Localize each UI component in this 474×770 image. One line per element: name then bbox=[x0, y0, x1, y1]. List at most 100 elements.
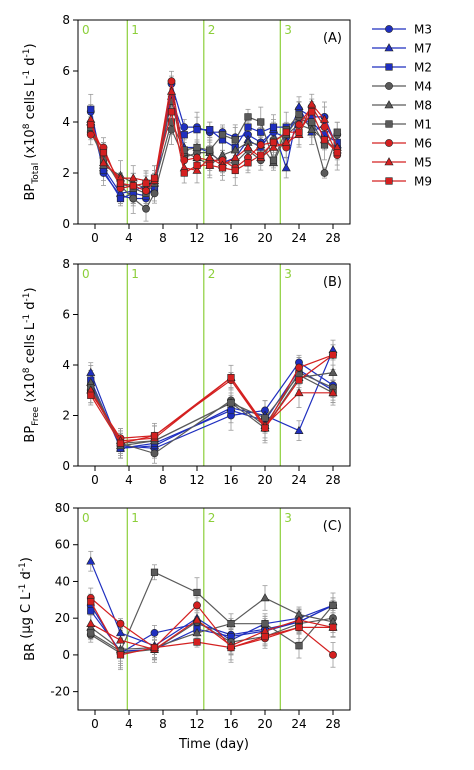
y-axis-title-part: d bbox=[19, 571, 34, 583]
y-axis-title-part: (µg C L bbox=[19, 592, 34, 643]
legend-label: M3 bbox=[414, 23, 432, 37]
y-tick-label: 8 bbox=[62, 13, 70, 27]
data-point-M4 bbox=[129, 194, 138, 203]
legend-label: M8 bbox=[414, 99, 432, 113]
y-axis-title-part: Free bbox=[31, 406, 41, 426]
series-M6 bbox=[86, 77, 342, 195]
y-tick-label: 0 bbox=[62, 459, 70, 473]
data-point-M1 bbox=[87, 629, 95, 637]
data-point-M6 bbox=[86, 130, 95, 139]
data-point-M6 bbox=[329, 651, 337, 659]
data-point-M9 bbox=[295, 128, 303, 136]
data-point-M5 bbox=[294, 615, 304, 624]
x-tick-label: 16 bbox=[223, 231, 238, 245]
data-point-M5 bbox=[268, 142, 279, 151]
y-axis-title-part: 8 bbox=[22, 123, 32, 129]
y-axis-title-part: (x10 bbox=[23, 373, 38, 406]
data-point-M9 bbox=[150, 643, 159, 652]
data-point-M1 bbox=[261, 620, 269, 628]
y-axis-title-part: (x10 bbox=[23, 129, 38, 162]
error-bars bbox=[88, 70, 340, 222]
phase-label: 3 bbox=[284, 23, 292, 37]
data-point-M2 bbox=[180, 131, 188, 139]
series-M9 bbox=[87, 108, 341, 190]
data-point-M9 bbox=[129, 182, 137, 190]
legend-entry-M1: M1 bbox=[372, 118, 432, 132]
data-point-M5 bbox=[166, 86, 177, 95]
data-point-M9 bbox=[116, 179, 125, 187]
data-point-M1 bbox=[193, 143, 201, 152]
data-point-M7 bbox=[86, 367, 96, 376]
legend-marker bbox=[385, 25, 393, 33]
phase-label: 2 bbox=[208, 511, 216, 525]
data-point-M1 bbox=[227, 620, 235, 628]
data-point-M9 bbox=[206, 161, 214, 169]
data-point-M9 bbox=[329, 351, 337, 359]
data-point-M2 bbox=[227, 406, 235, 415]
data-point-M9 bbox=[329, 623, 337, 631]
y-tick-label: -20 bbox=[50, 685, 70, 699]
data-point-M2 bbox=[269, 123, 278, 131]
data-point-M1 bbox=[261, 414, 269, 422]
legend-label: M6 bbox=[414, 137, 432, 151]
y-tick-label: 8 bbox=[62, 257, 70, 271]
legend: M3 M7 M2 M4 M8 M1 M6 M5 M9 bbox=[372, 23, 432, 189]
data-point-M4 bbox=[142, 204, 150, 213]
data-point-M2 bbox=[87, 105, 95, 113]
x-tick-label: 12 bbox=[189, 473, 204, 487]
data-point-M5 bbox=[307, 99, 317, 108]
data-point-M9 bbox=[116, 651, 125, 659]
data-point-M9 bbox=[167, 108, 176, 116]
y-tick-label: 40 bbox=[55, 574, 70, 588]
y-axis-title-part: d bbox=[23, 58, 38, 70]
legend-entry-M4: M4 bbox=[372, 80, 432, 94]
y-tick-label: 80 bbox=[55, 501, 70, 515]
y-axis-title: BR (µg C L-1 d-1) bbox=[18, 557, 38, 661]
y-tick-label: 4 bbox=[62, 115, 70, 129]
phase-label: 3 bbox=[284, 511, 292, 525]
phase-label: 0 bbox=[82, 267, 90, 281]
data-point-M9 bbox=[99, 149, 108, 157]
y-tick-label: 6 bbox=[62, 308, 70, 322]
y-tick-label: 4 bbox=[62, 358, 70, 372]
series-line-M5 bbox=[90, 619, 334, 651]
data-point-M6 bbox=[295, 363, 303, 372]
x-tick-label: 8 bbox=[159, 231, 167, 245]
data-point-M9 bbox=[116, 439, 125, 447]
data-point-M2 bbox=[116, 194, 125, 203]
data-point-M5 bbox=[281, 137, 291, 146]
data-point-M7 bbox=[86, 556, 96, 565]
data-point-M1 bbox=[257, 118, 265, 126]
data-point-M1 bbox=[227, 399, 235, 407]
x-tick-label: 12 bbox=[189, 717, 204, 731]
legend-entry-M2: M2 bbox=[372, 61, 432, 75]
series-M7 bbox=[86, 556, 338, 650]
legend-entry-M8: M8 bbox=[372, 99, 432, 113]
panel-letter: (A) bbox=[323, 31, 342, 46]
data-point-M9 bbox=[218, 164, 227, 172]
series-M9 bbox=[87, 598, 337, 659]
legend-label: M1 bbox=[414, 118, 432, 132]
data-point-M5 bbox=[128, 173, 138, 182]
legend-entry-M3: M3 bbox=[372, 23, 432, 37]
data-point-M9 bbox=[150, 432, 159, 440]
y-tick-label: 20 bbox=[55, 611, 70, 625]
data-point-M9 bbox=[308, 108, 316, 116]
y-axis-title-part: BP bbox=[23, 184, 38, 201]
data-point-M4 bbox=[320, 169, 329, 177]
legend-label: M7 bbox=[414, 42, 432, 56]
data-point-M5 bbox=[115, 635, 126, 644]
y-axis-title-part: ) bbox=[23, 287, 38, 292]
data-point-M9 bbox=[193, 161, 201, 169]
y-tick-label: 6 bbox=[62, 64, 70, 78]
data-point-M5 bbox=[230, 152, 240, 161]
legend-entry-M5: M5 bbox=[372, 156, 432, 170]
y-axis-title-part: BP bbox=[23, 426, 38, 443]
data-point-M6 bbox=[142, 186, 150, 195]
data-point-M7 bbox=[294, 425, 304, 434]
x-tick-label: 12 bbox=[189, 231, 204, 245]
phase-label: 3 bbox=[284, 267, 292, 281]
data-point-M8 bbox=[260, 593, 270, 602]
